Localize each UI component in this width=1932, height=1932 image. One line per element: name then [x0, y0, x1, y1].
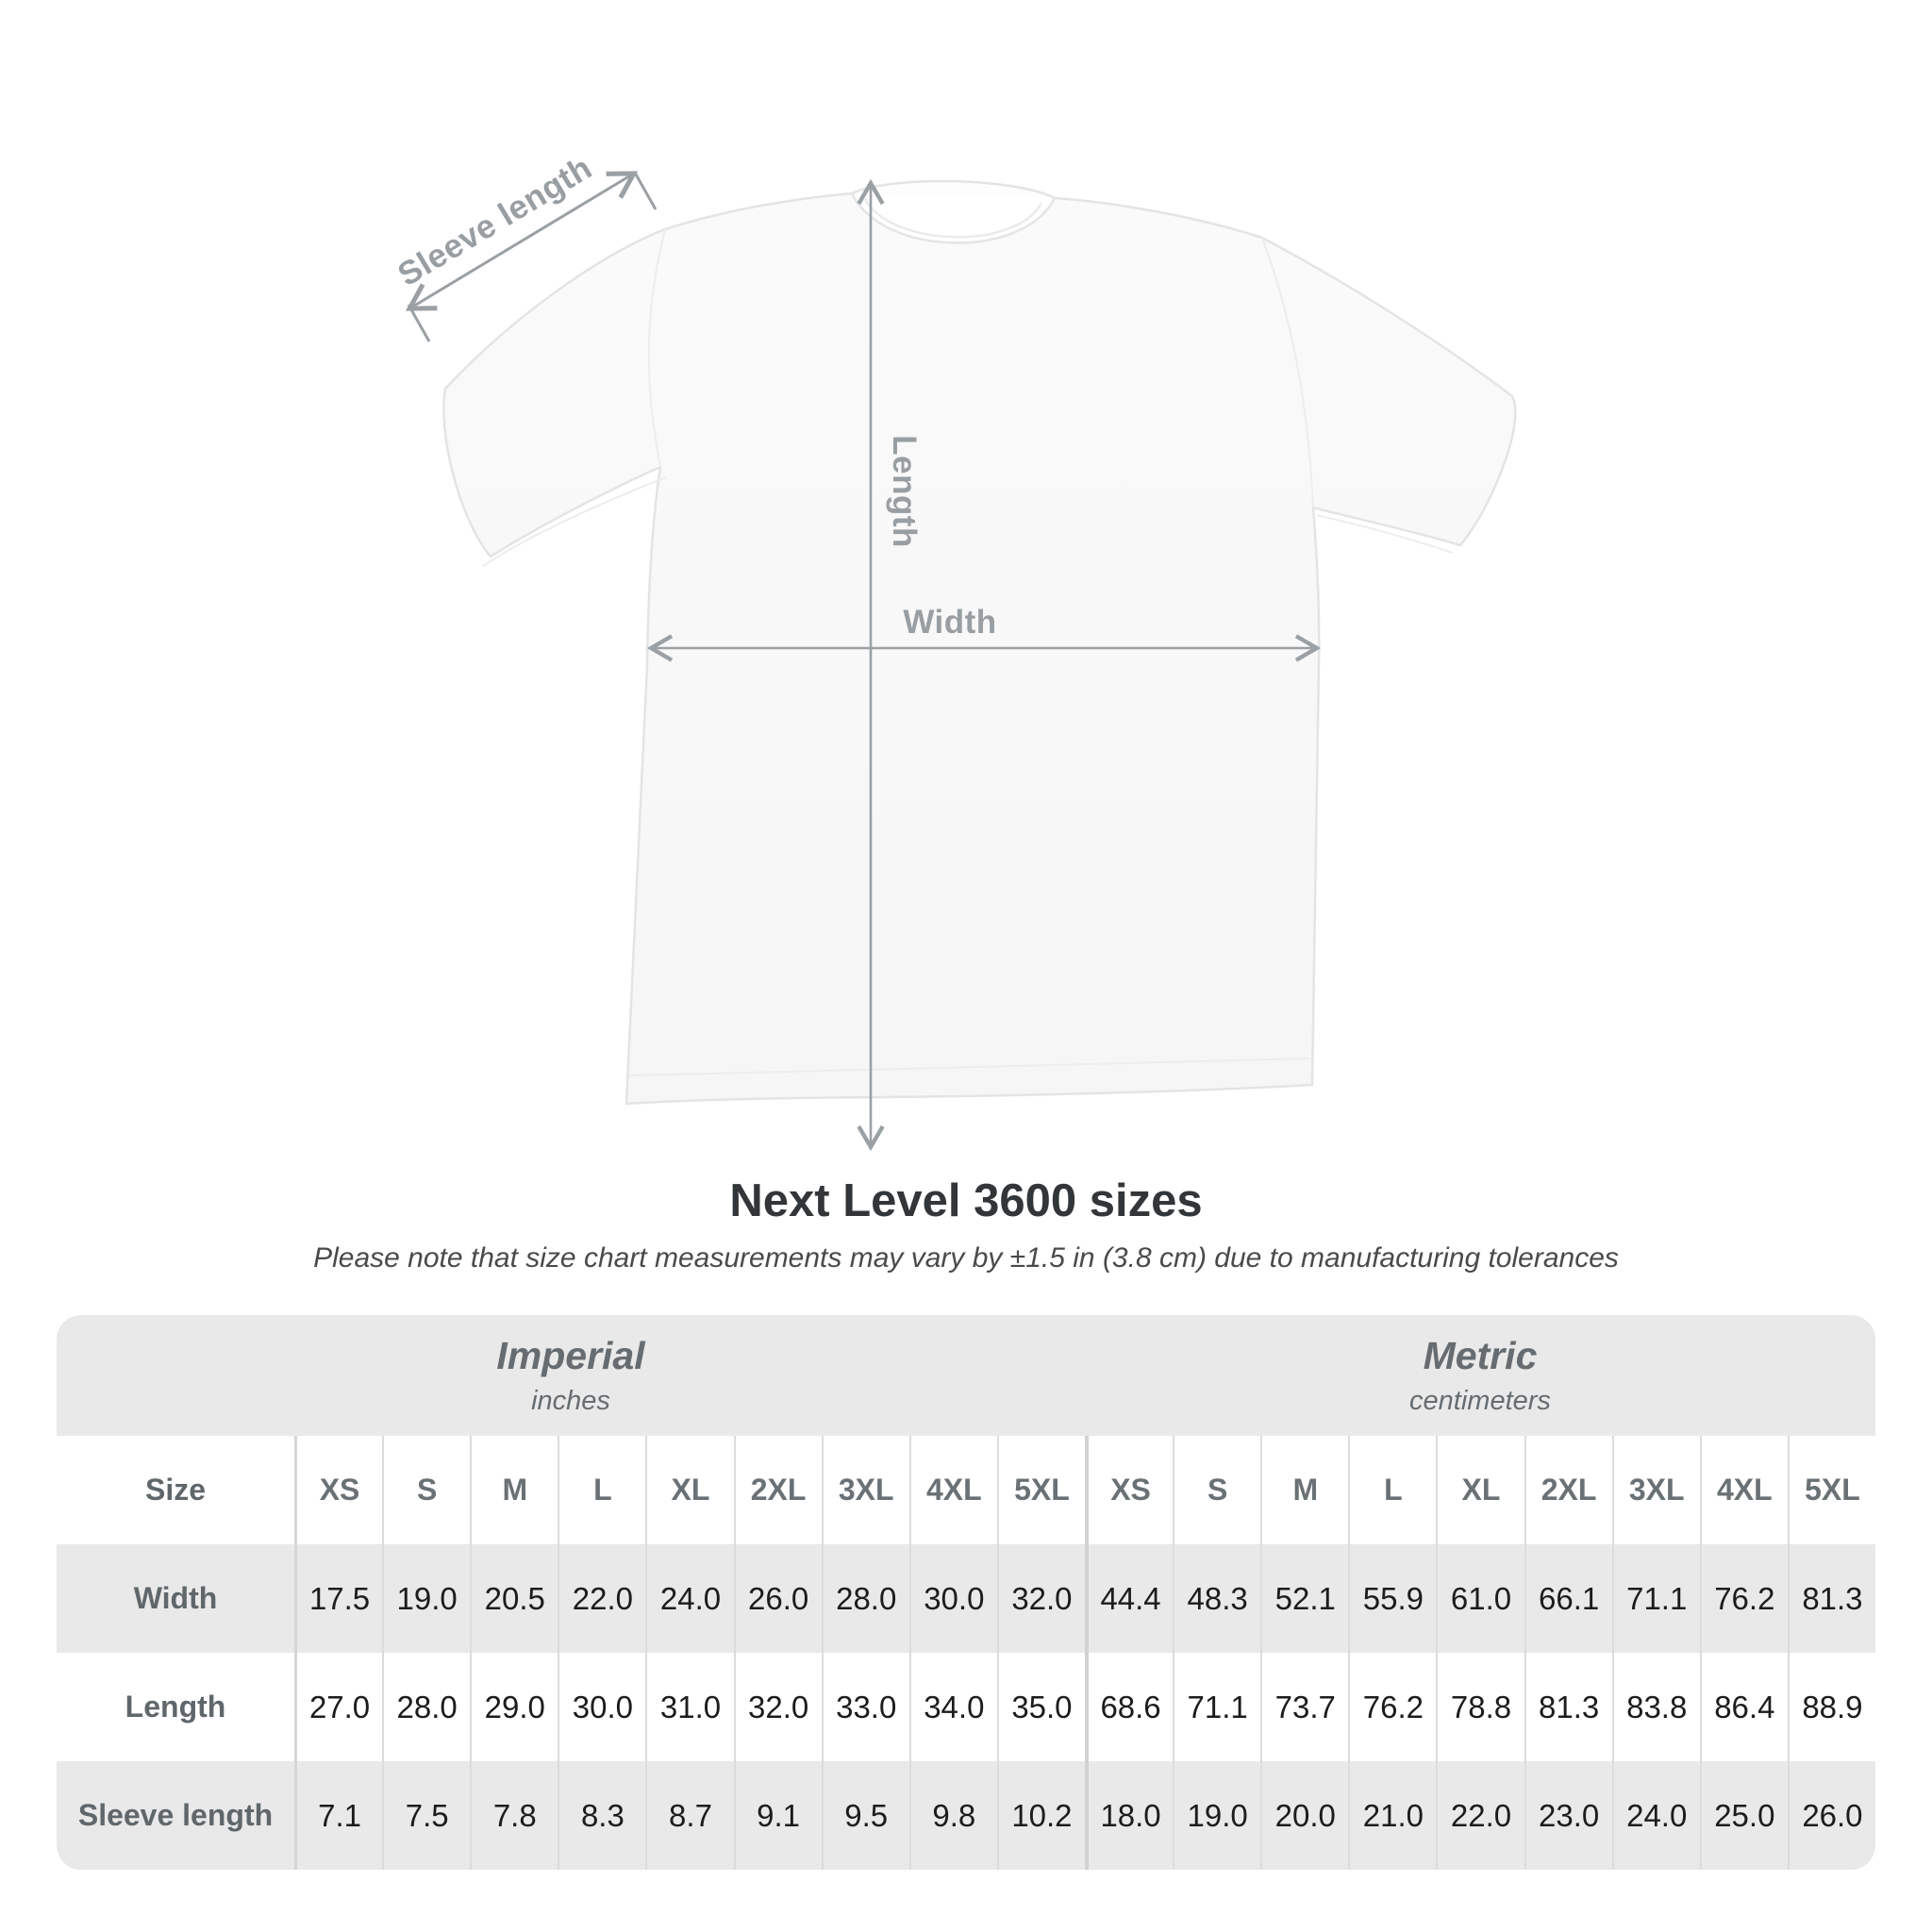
width-imperial-value: 20.5	[470, 1544, 558, 1653]
width-metric-value: 61.0	[1436, 1544, 1524, 1653]
tshirt-diagram: Sleeve length Length Width	[391, 149, 1517, 1152]
row-header-length: Length	[57, 1653, 294, 1761]
metric-title: Metric	[1423, 1334, 1538, 1377]
page-title: Next Level 3600 sizes	[729, 1175, 1203, 1226]
col-header-metric-s: S	[1173, 1436, 1261, 1544]
sleeve-metric-value: 22.0	[1436, 1761, 1524, 1870]
width-imperial-value: 24.0	[645, 1544, 734, 1653]
length-imperial-value: 32.0	[733, 1653, 822, 1761]
length-imperial-value: 27.0	[294, 1653, 383, 1761]
col-header-imperial-xs: XS	[294, 1436, 383, 1544]
row-header-width: Width	[57, 1544, 294, 1653]
sleeve-metric-value: 26.0	[1787, 1761, 1875, 1870]
width-imperial-value: 28.0	[821, 1544, 909, 1653]
sleeve-metric-value: 20.0	[1260, 1761, 1349, 1870]
col-header-metric-xl: XL	[1436, 1436, 1524, 1544]
sleeve-imperial-value: 9.5	[821, 1761, 909, 1870]
length-imperial-value: 28.0	[382, 1653, 471, 1761]
width-metric-value: 71.1	[1611, 1544, 1700, 1653]
col-header-metric-xs: XS	[1085, 1436, 1174, 1544]
col-header-metric-2xl: 2XL	[1524, 1436, 1612, 1544]
imperial-unit: inches	[531, 1386, 610, 1416]
length-imperial-value: 31.0	[645, 1653, 734, 1761]
length-metric-value: 76.2	[1348, 1653, 1437, 1761]
length-metric-value: 88.9	[1787, 1653, 1875, 1761]
length-metric-value: 86.4	[1699, 1653, 1788, 1761]
size-table: Imperial inches Metric centimeters Size …	[57, 1315, 1875, 1870]
length-metric-value: 71.1	[1173, 1653, 1261, 1761]
collar-back-edge	[851, 179, 1056, 200]
width-imperial-value: 17.5	[294, 1544, 383, 1653]
length-imperial-value: 30.0	[558, 1653, 646, 1761]
sleeve-arrow-tick-bottom	[407, 304, 431, 342]
bottom-hem-seam	[628, 1058, 1311, 1076]
sleeve-imperial-value: 10.2	[996, 1761, 1085, 1870]
col-header-imperial-2xl: 2XL	[733, 1436, 822, 1544]
length-imperial-value: 33.0	[821, 1653, 909, 1761]
left-sleeve-hem-seam	[482, 476, 667, 567]
col-header-imperial-m: M	[470, 1436, 558, 1544]
length-imperial-value: 35.0	[996, 1653, 1085, 1761]
col-header-metric-m: M	[1260, 1436, 1349, 1544]
col-header-imperial-l: L	[558, 1436, 646, 1544]
width-metric-value: 55.9	[1348, 1544, 1437, 1653]
col-header-metric-5xl: 5XL	[1787, 1436, 1875, 1544]
size-chart-page: Sleeve length Length Width Next Level 36…	[57, 149, 1875, 1870]
row-header-size: Size	[57, 1436, 294, 1544]
sleeve-metric-value: 21.0	[1348, 1761, 1437, 1870]
width-imperial-value: 26.0	[733, 1544, 822, 1653]
length-metric-value: 81.3	[1524, 1653, 1612, 1761]
sleeve-imperial-value: 7.8	[470, 1761, 558, 1870]
width-imperial-value: 30.0	[908, 1544, 997, 1653]
sleeve-imperial-value: 9.1	[733, 1761, 822, 1870]
col-header-metric-l: L	[1348, 1436, 1437, 1544]
width-imperial-value: 19.0	[382, 1544, 471, 1653]
sleeve-metric-value: 19.0	[1173, 1761, 1261, 1870]
sleeve-imperial-value: 7.5	[382, 1761, 471, 1870]
tshirt-illustration	[405, 171, 1517, 1152]
sleeve-imperial-value: 9.8	[908, 1761, 997, 1870]
sleeve-metric-value: 24.0	[1611, 1761, 1700, 1870]
width-metric-value: 44.4	[1085, 1544, 1174, 1653]
right-armhole-seam	[1261, 237, 1314, 508]
sleeve-imperial-value: 8.3	[558, 1761, 646, 1870]
sleeve-imperial-value: 7.1	[294, 1761, 383, 1870]
width-metric-value: 66.1	[1524, 1544, 1612, 1653]
length-label: Length	[886, 435, 923, 548]
sleeve-arrow-tick-top	[633, 172, 658, 210]
width-label: Width	[903, 604, 997, 641]
width-imperial-value: 32.0	[996, 1544, 1085, 1653]
sleeve-imperial-value: 8.7	[645, 1761, 734, 1870]
imperial-section-header: Imperial inches	[57, 1315, 1085, 1436]
left-armhole-seam	[647, 228, 666, 468]
length-metric-value: 73.7	[1260, 1653, 1349, 1761]
sleeve-metric-value: 25.0	[1699, 1761, 1788, 1870]
col-header-metric-3xl: 3XL	[1611, 1436, 1700, 1544]
col-header-imperial-xl: XL	[645, 1436, 734, 1544]
width-metric-value: 48.3	[1173, 1544, 1261, 1653]
row-header-sleeve-length: Sleeve length	[57, 1761, 294, 1870]
col-header-metric-4xl: 4XL	[1699, 1436, 1788, 1544]
length-metric-value: 68.6	[1085, 1653, 1174, 1761]
sleeve-length-arrow	[405, 171, 639, 311]
width-metric-value: 76.2	[1699, 1544, 1788, 1653]
right-sleeve-hem-seam	[1316, 514, 1454, 554]
imperial-title: Imperial	[496, 1334, 645, 1377]
sleeve-metric-value: 23.0	[1524, 1761, 1612, 1870]
width-metric-value: 81.3	[1787, 1544, 1875, 1653]
length-imperial-value: 34.0	[908, 1653, 997, 1761]
col-header-imperial-4xl: 4XL	[908, 1436, 997, 1544]
length-metric-value: 83.8	[1611, 1653, 1700, 1761]
length-imperial-value: 29.0	[470, 1653, 558, 1761]
metric-unit: centimeters	[1409, 1386, 1551, 1416]
length-metric-value: 78.8	[1436, 1653, 1524, 1761]
col-header-imperial-3xl: 3XL	[821, 1436, 909, 1544]
metric-section-header: Metric centimeters	[1085, 1315, 1875, 1436]
tolerance-note: Please note that size chart measurements…	[313, 1242, 1619, 1274]
sleeve-metric-value: 18.0	[1085, 1761, 1174, 1870]
width-imperial-value: 22.0	[558, 1544, 646, 1653]
col-header-imperial-5xl: 5XL	[996, 1436, 1085, 1544]
col-header-imperial-s: S	[382, 1436, 471, 1544]
width-metric-value: 52.1	[1260, 1544, 1349, 1653]
